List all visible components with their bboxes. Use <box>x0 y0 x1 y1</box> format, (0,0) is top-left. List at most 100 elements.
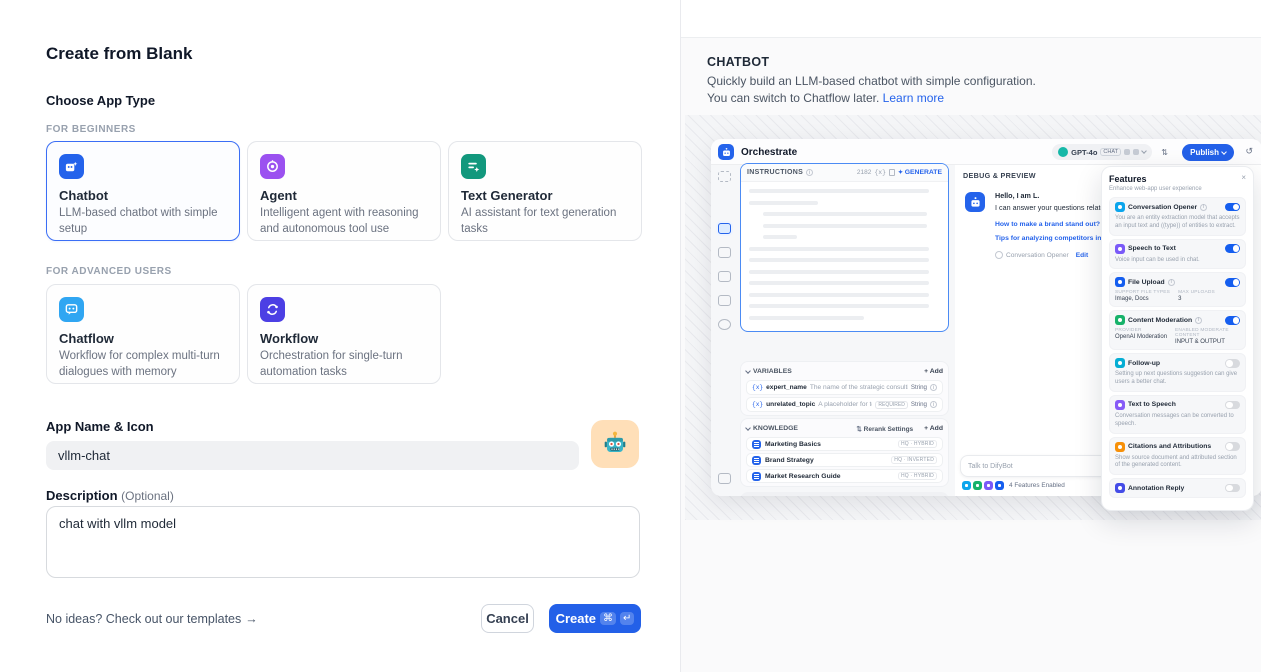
skeleton-line <box>749 246 929 251</box>
clipboard-icon <box>889 169 896 176</box>
toggle-switch <box>1225 244 1240 253</box>
file-upload-mini-icon <box>995 481 1004 490</box>
info-icon <box>1195 316 1203 324</box>
skeleton-line <box>749 281 929 285</box>
create-form-panel: Create from Blank Choose App Type FOR BE… <box>46 44 642 633</box>
templates-link[interactable]: No ideas? Check out our templates → <box>46 612 258 626</box>
feature-citations: Citations and Attributions Show source d… <box>1109 436 1246 476</box>
history-icon: ↺ <box>1245 146 1253 156</box>
add-variable-button: + Add <box>924 368 943 375</box>
checkbox-icon <box>718 473 731 484</box>
for-beginners-label: FOR BEGINNERS <box>46 124 136 135</box>
preview-top-strip <box>681 0 1261 38</box>
bot-greeting: Hello, I am L. I can answer your questio… <box>995 191 1105 212</box>
card-title: Chatflow <box>59 331 114 346</box>
toggle-switch <box>1225 483 1240 493</box>
card-title: Agent <box>260 188 297 203</box>
card-title: Chatbot <box>59 188 109 203</box>
beginner-cards-row: Chatbot LLM-based chatbot with simple se… <box>46 141 642 241</box>
skeleton-line <box>763 235 798 239</box>
skeleton-line <box>749 304 929 308</box>
required-badge: REQUIRED <box>875 400 908 409</box>
feature-text-to-speech: Text to Speech Conversation messages can… <box>1109 394 1246 434</box>
variables-header: VARIABLES + Add <box>745 365 943 378</box>
chevron-down-icon <box>745 424 751 431</box>
cmd-key-icon: ⌘ <box>600 612 617 625</box>
advanced-cards-row: Chatflow Workflow for complex multi-turn… <box>46 284 441 384</box>
toggle-switch <box>1225 316 1240 325</box>
skeleton-line <box>749 189 929 193</box>
for-advanced-users-label: FOR ADVANCED USERS <box>46 266 172 277</box>
description-input[interactable]: chat with vllm model <box>46 506 640 578</box>
document-icon <box>718 271 731 282</box>
conversation-opener-mini-icon <box>962 481 971 490</box>
add-knowledge-button: + Add <box>924 425 943 432</box>
toggle-switch <box>1225 278 1240 287</box>
card-title: Workflow <box>260 331 319 346</box>
features-subtitle: Enhance web-app user experience <box>1109 186 1202 192</box>
card-description: AI assistant for text generation tasks <box>461 207 617 235</box>
app-type-card-chatflow[interactable]: Chatflow Workflow for complex multi-turn… <box>46 284 240 384</box>
cancel-button[interactable]: Cancel <box>481 604 534 633</box>
skeleton-line <box>749 200 818 205</box>
app-type-card-agent[interactable]: Agent Intelligent agent with reasoning a… <box>247 141 441 241</box>
learn-more-link[interactable]: Learn more <box>882 91 945 106</box>
robot-emoji-icon <box>604 431 626 452</box>
toggle-switch <box>1225 442 1240 451</box>
text-to-speech-icon <box>1115 399 1125 410</box>
speech-to-text-mini-icon <box>984 481 993 490</box>
create-button[interactable]: Create ⌘ ↵ <box>549 604 641 633</box>
orchestrate-icon <box>718 223 731 234</box>
variables-section: VARIABLES + Add {x} expert_name The name… <box>740 361 949 416</box>
swap-icon <box>718 171 731 182</box>
card-title: Text Generator <box>461 188 553 203</box>
app-type-card-text-generator[interactable]: Text Generator AI assistant for text gen… <box>448 141 642 241</box>
toggle-switch <box>1225 400 1240 410</box>
app-avatar-icon <box>718 144 734 160</box>
card-description: LLM-based chatbot with simple setup <box>59 207 218 235</box>
annotation-reply-icon <box>1115 483 1125 494</box>
preview-backdrop: Orchestrate GPT-4o CHAT ⇅ Publish ↺ <box>685 115 1261 520</box>
publish-button: Publish <box>1182 144 1234 161</box>
info-icon <box>1200 203 1208 211</box>
feature-follow-up: Follow-up Setting up next questions sugg… <box>1109 353 1246 392</box>
variable-token-icon: {x} <box>752 401 764 408</box>
app-icon-picker[interactable] <box>591 420 639 468</box>
info-icon <box>1167 278 1175 286</box>
dataset-icon <box>752 455 761 465</box>
enter-key-icon: ↵ <box>620 612 635 625</box>
feature-conversation-opener: Conversation Opener You are an entity ex… <box>1109 197 1246 236</box>
app-name-input[interactable] <box>46 441 579 470</box>
variable-row: {x} unrelated_topic A placeholder for to… <box>746 397 943 412</box>
note-icon <box>718 295 731 306</box>
edit-link: Edit <box>1075 251 1089 259</box>
page-title: Create from Blank <box>46 44 193 63</box>
follow-up-icon <box>1115 358 1125 369</box>
skeleton-line <box>749 315 864 320</box>
conversation-opener-note: Conversation Opener Edit <box>995 251 1088 259</box>
card-description: Orchestration for single-turn automation… <box>260 350 403 378</box>
knowledge-header: KNOWLEDGE Rerank Settings + Add <box>745 422 943 435</box>
chevron-down-icon <box>1141 148 1147 154</box>
image-icon <box>718 247 731 258</box>
token-count: 2182 <box>856 169 872 176</box>
preview-orchestrate-column: INSTRUCTIONS 2182 {x} GENERATE <box>739 163 955 496</box>
skeleton-line <box>763 223 928 228</box>
variable-row: {x} expert_name The name of the strategi… <box>746 380 943 395</box>
skeleton-line <box>763 212 928 216</box>
content-moderation-mini-icon <box>973 481 982 490</box>
knowledge-row: Brand Strategy HQ · INVERTED <box>746 453 943 467</box>
text-generator-icon <box>461 154 486 179</box>
sliders-icon: ⇅ <box>1161 148 1168 157</box>
card-description: Workflow for complex multi-turn dialogue… <box>59 350 220 378</box>
agent-icon <box>260 154 285 179</box>
app-type-card-chatbot[interactable]: Chatbot LLM-based chatbot with simple se… <box>46 141 240 241</box>
app-type-card-workflow[interactable]: Workflow Orchestration for single-turn a… <box>247 284 441 384</box>
debug-preview-header: DEBUG & PREVIEW <box>963 171 1036 180</box>
globe-icon <box>718 319 731 330</box>
info-icon <box>806 169 814 176</box>
dataset-icon <box>752 471 761 481</box>
